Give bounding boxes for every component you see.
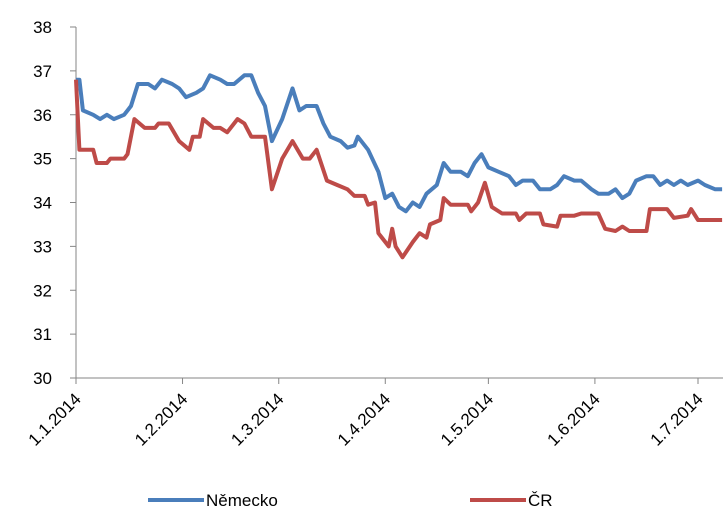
series-line xyxy=(76,73,723,214)
x-tick-label: 1.7.2014 xyxy=(647,389,707,449)
legend-label: ČR xyxy=(528,491,553,510)
legend-label: Německo xyxy=(206,491,278,510)
x-tick-label: 1.6.2014 xyxy=(543,389,603,449)
x-tick-label: 1.4.2014 xyxy=(334,389,394,449)
y-tick-label: 36 xyxy=(33,106,52,125)
series-line xyxy=(74,79,723,260)
y-tick-label: 32 xyxy=(33,281,52,300)
x-tick-label: 1.3.2014 xyxy=(227,389,287,449)
x-tick-label: 1.1.2014 xyxy=(25,389,85,449)
x-tick-label: 1.2.2014 xyxy=(131,389,191,449)
y-tick-label: 33 xyxy=(33,237,52,256)
y-tick-label: 35 xyxy=(33,150,52,169)
y-tick-label: 34 xyxy=(33,194,52,213)
y-tick-label: 31 xyxy=(33,325,52,344)
x-tick-label: 1.5.2014 xyxy=(437,389,497,449)
y-tick-label: 30 xyxy=(33,369,52,388)
y-tick-label: 37 xyxy=(33,62,52,81)
y-tick-label: 38 xyxy=(33,18,52,37)
